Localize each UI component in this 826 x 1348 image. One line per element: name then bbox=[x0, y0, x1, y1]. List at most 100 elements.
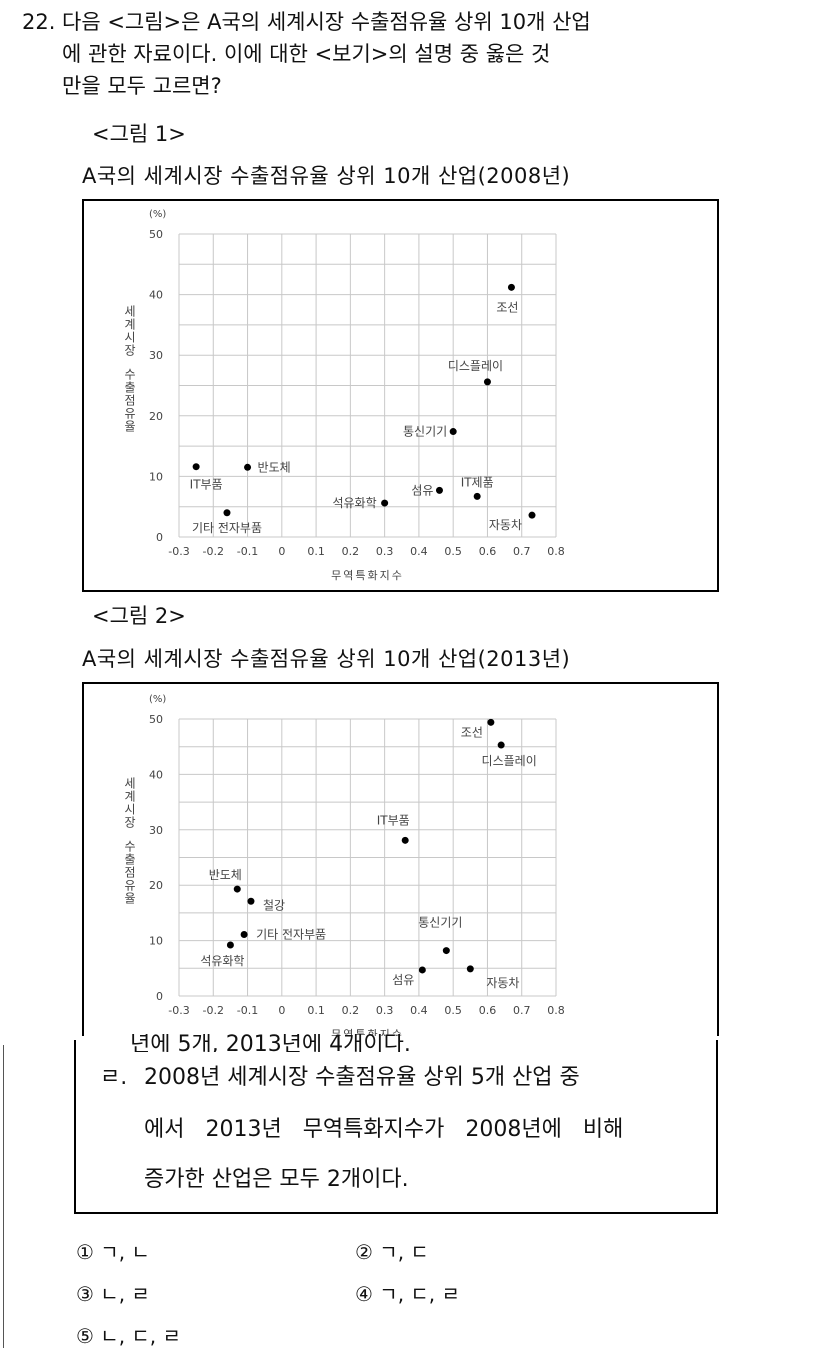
option-number: ⑤ bbox=[76, 1324, 94, 1348]
x-tick-label: 0 bbox=[278, 1004, 285, 1017]
data-point-label: 조선 bbox=[496, 300, 518, 314]
x-tick-label: 0.2 bbox=[342, 545, 360, 558]
data-point-label: 반도체 bbox=[209, 868, 242, 882]
x-tick-label: 0.7 bbox=[513, 545, 531, 558]
figure-2-label: <그림 2> bbox=[92, 604, 186, 628]
x-tick-label: 0.2 bbox=[342, 1004, 360, 1017]
bogi-item-d: ㄹ. bbox=[100, 1058, 144, 1098]
x-tick-label: 0 bbox=[278, 545, 285, 558]
figure-2-title: A국의 세계시장 수출점유율 상위 10개 산업(2013년) bbox=[82, 647, 571, 671]
data-point-label: 철강 bbox=[263, 898, 285, 912]
data-point bbox=[487, 718, 495, 726]
x-tick-label: 0.7 bbox=[513, 1004, 531, 1017]
x-axis-label: 무역특화지수 bbox=[331, 569, 404, 582]
data-point-label: 통신기기 bbox=[418, 916, 462, 930]
data-point-label: IT부품 bbox=[377, 813, 410, 827]
x-tick-label: -0.3 bbox=[168, 1004, 189, 1017]
y-tick-label: 0 bbox=[156, 531, 163, 544]
data-point bbox=[233, 885, 241, 893]
data-point-label: 섬유 bbox=[411, 483, 433, 497]
chart-2008-svg: -0.3 -0.2 -0.1 0 0.1 0.2 0.3 0.4 0.5 0.6 0.7 0.8 0 10… bbox=[124, 209, 564, 582]
data-point bbox=[244, 463, 252, 471]
data-point bbox=[381, 499, 389, 507]
x-tick-label: -0.1 bbox=[237, 545, 258, 558]
option-5[interactable]: ⑤ ㄴ, ㄷ, ㄹ bbox=[76, 1320, 181, 1348]
bogi-partial-line: 년에 5개, 2013년에 4개이다. bbox=[130, 1034, 411, 1052]
data-point bbox=[247, 897, 255, 905]
option-text: ㄴ, ㄷ, ㄹ bbox=[100, 1324, 181, 1348]
bogi-item-line: 2008년 세계시장 수출점유율 상위 5개 산업 중 bbox=[144, 1065, 580, 1090]
x-tick-label: 0.5 bbox=[444, 545, 462, 558]
data-point-label: 자동차 bbox=[489, 518, 522, 532]
data-point bbox=[449, 428, 457, 436]
data-point-label: 섬유 bbox=[392, 973, 414, 987]
x-tick-label: 0.5 bbox=[444, 1004, 462, 1017]
bogi-box bbox=[74, 1040, 718, 1214]
option-number: ④ bbox=[355, 1282, 373, 1306]
data-point bbox=[466, 965, 474, 973]
y-tick-label: 10 bbox=[149, 935, 163, 948]
x-tick-label: 0.6 bbox=[479, 1004, 497, 1017]
option-3[interactable]: ③ ㄴ, ㄹ bbox=[76, 1278, 150, 1307]
question-line: 다음 <그림>은 A국의 세계시장 수출점유율 상위 10개 산업 bbox=[62, 10, 591, 34]
bogi-item-key: ㄹ. bbox=[100, 1065, 128, 1090]
data-point-label: 조선 bbox=[461, 725, 483, 739]
x-tick-label: -0.3 bbox=[168, 545, 189, 558]
data-point bbox=[435, 486, 443, 494]
option-text: ㄱ, ㄷ, ㄹ bbox=[379, 1282, 460, 1306]
data-point-label: 통신기기 bbox=[403, 425, 447, 439]
x-tick-label: -0.2 bbox=[203, 545, 224, 558]
option-number: ③ bbox=[76, 1282, 94, 1306]
x-tick-label: 0.6 bbox=[479, 545, 497, 558]
y-tick-label: 20 bbox=[149, 410, 163, 423]
y-tick-label: 30 bbox=[149, 824, 163, 837]
data-point bbox=[223, 509, 231, 517]
chart-2008: -0.3 -0.2 -0.1 0 0.1 0.2 0.3 0.4 0.5 0.6 0.7 0.8 0 10… bbox=[82, 199, 719, 592]
margin-line bbox=[3, 1045, 4, 1348]
y-tick-label: 40 bbox=[149, 768, 163, 781]
data-point-label: 석유화학 bbox=[332, 496, 376, 510]
x-tick-label: 0.3 bbox=[376, 1004, 394, 1017]
x-tick-label: 0.4 bbox=[410, 545, 428, 558]
y-unit-label: (%) bbox=[149, 694, 166, 705]
y-tick-label: 10 bbox=[149, 470, 163, 483]
x-tick-label: -0.2 bbox=[203, 1004, 224, 1017]
chart-2013-svg: -0.3 -0.2 -0.1 0 0.1 0.2 0.3 0.4 0.5 0.6 0.7 0.8 0 10… bbox=[124, 694, 565, 1036]
question: 22. 다음 <그림>은 A국의 세계시장 수출점유율 상위 10개 산업 에 … bbox=[22, 6, 802, 102]
y-tick-label: 30 bbox=[149, 349, 163, 362]
data-point-label: 디스플레이 bbox=[482, 754, 537, 768]
data-point bbox=[497, 741, 505, 749]
data-point bbox=[507, 283, 515, 291]
data-point bbox=[473, 492, 481, 500]
x-tick-label: 0.4 bbox=[410, 1004, 428, 1017]
data-point bbox=[240, 931, 248, 939]
data-point bbox=[192, 463, 200, 471]
bogi-item-line: 에서 2013년 무역특화지수가 2008년에 비해 bbox=[144, 1117, 624, 1142]
data-point-label: 반도체 bbox=[258, 460, 291, 474]
option-4[interactable]: ④ ㄱ, ㄷ, ㄹ bbox=[355, 1278, 460, 1307]
option-2[interactable]: ② ㄱ, ㄷ bbox=[355, 1236, 429, 1265]
y-tick-label: 0 bbox=[156, 990, 163, 1003]
option-text: ㄴ, ㄹ bbox=[100, 1282, 150, 1306]
option-number: ① bbox=[76, 1240, 94, 1264]
y-tick-label: 20 bbox=[149, 879, 163, 892]
figure-1-label: <그림 1> bbox=[92, 122, 186, 146]
data-point-label: 기타 전자부품 bbox=[192, 521, 262, 535]
x-axis-label: 무역특화지수 bbox=[331, 1028, 404, 1036]
data-point-label: 디스플레이 bbox=[448, 359, 503, 373]
question-number: 22. bbox=[22, 10, 56, 34]
y-tick-label: 50 bbox=[149, 228, 163, 241]
figure-1-title: A국의 세계시장 수출점유율 상위 10개 산업(2008년) bbox=[82, 164, 571, 188]
data-point-label: IT부품 bbox=[190, 478, 223, 492]
question-line: 에 관한 자료이다. 이에 대한 <보기>의 설명 중 옳은 것 bbox=[62, 42, 551, 66]
data-point bbox=[401, 836, 409, 844]
data-point-label: 기타 전자부품 bbox=[256, 928, 326, 942]
data-point bbox=[442, 947, 450, 955]
option-1[interactable]: ① ㄱ, ㄴ bbox=[76, 1236, 150, 1265]
data-point bbox=[226, 941, 234, 949]
y-unit-label: (%) bbox=[149, 209, 166, 220]
x-tick-label: 0.8 bbox=[547, 1004, 565, 1017]
data-point-label: 자동차 bbox=[486, 976, 519, 990]
